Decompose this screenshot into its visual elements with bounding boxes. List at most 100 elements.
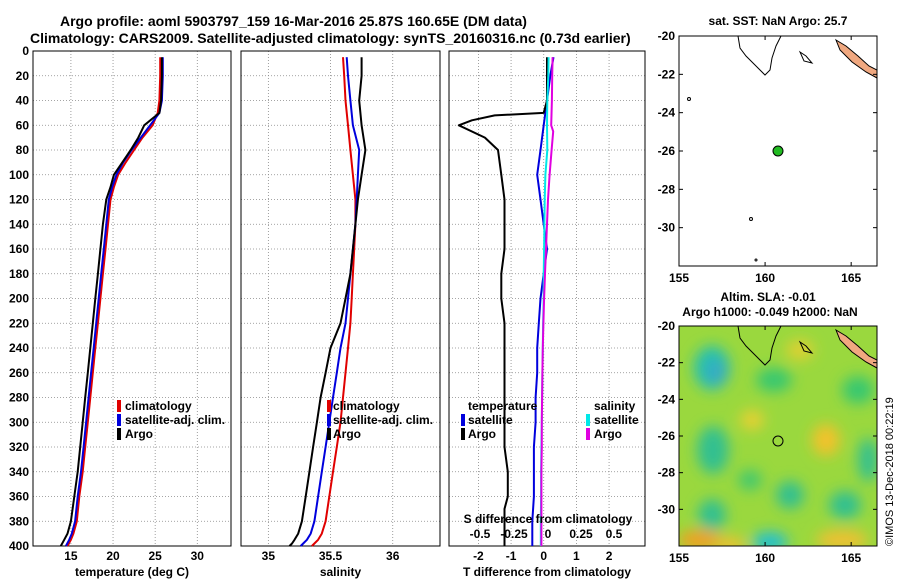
map-x-tick-label: 165 (841, 271, 861, 285)
legend-label-temp-argo: Argo (468, 427, 496, 441)
legend-swatch-temp-argo (461, 428, 465, 440)
difference-legend: temperature salinity satellite Argo sate… (461, 399, 639, 441)
y-tick-label: 60 (16, 118, 30, 132)
argo-float-marker (772, 145, 784, 157)
series-line-temperature-satellite (531, 57, 555, 546)
coastline-island (798, 50, 814, 64)
x-tick-label: 15 (64, 549, 78, 563)
legend-swatch-climatology (327, 400, 331, 412)
map-y-tick-label: -22 (658, 67, 676, 81)
x-tick-label: 35.5 (319, 549, 343, 563)
x-tick-label: 0 (540, 549, 547, 563)
sla-map-axes: 155 160 165 -20 -22 -24 -26 -28 -30 (658, 319, 877, 565)
island-dot (687, 97, 691, 101)
legend-label-climatology: climatology (125, 399, 192, 413)
plot-frame (32, 50, 232, 547)
legend-label-argo: Argo (333, 427, 361, 441)
map-y-tick-label: -26 (658, 144, 676, 158)
x-tick-label: 36 (386, 549, 400, 563)
map-y-tick-label: -30 (658, 221, 676, 235)
x-tick-label: 25 (148, 549, 162, 563)
legend-swatch-climatology (117, 400, 121, 412)
y-tick-label: 300 (9, 415, 29, 429)
series-line-argo (59, 57, 163, 547)
plot-frame (240, 50, 441, 547)
legend-title-salinity: salinity (594, 399, 636, 413)
series-line-satellite-adj-clim- (299, 57, 361, 547)
s-tick: 0.25 (569, 527, 593, 541)
s-difference-ticks: -0.5 -0.25 0 0.25 0.5 (470, 527, 623, 541)
legend-label-sal-argo: Argo (594, 427, 622, 441)
legend-title-temperature: temperature (468, 399, 538, 413)
series-line-argo (288, 57, 367, 547)
series-line-satellite-adj-clim- (65, 57, 164, 547)
legend-label-climatology: climatology (333, 399, 400, 413)
sla-blob (714, 537, 746, 546)
s-tick: 0.5 (606, 527, 623, 541)
sla-blob (829, 491, 861, 519)
y-tick-label: 220 (9, 316, 29, 330)
sla-blob (842, 376, 874, 404)
y-tick-label: 140 (9, 217, 29, 231)
new-caledonia-landmass (834, 328, 877, 369)
map-x-tick-label: 155 (669, 271, 689, 285)
y-tick-label: 180 (9, 267, 29, 281)
sla-blob (786, 340, 814, 360)
difference-panel: -2 -1 0 1 2 T difference from climatology (448, 50, 646, 579)
legend-swatch-sal-argo (586, 428, 590, 440)
sla-blob (738, 470, 762, 490)
y-tick-label: 120 (9, 193, 29, 207)
header-title-line2: Climatology: CARS2009. Satellite-adjuste… (30, 30, 631, 46)
s-tick: 0 (545, 527, 552, 541)
x-tick-label: -2 (473, 549, 484, 563)
sst-map-title: sat. SST: NaN Argo: 25.7 (709, 14, 848, 28)
map-x-tick-label: 160 (755, 271, 775, 285)
sla-anomaly-blobs (679, 340, 877, 546)
legend-swatch-temp-satellite (461, 414, 465, 426)
header-title-line1: Argo profile: aoml 5903797_159 16-Mar-20… (60, 13, 527, 29)
s-difference-label: S difference from climatology (464, 512, 633, 526)
sla-blob (756, 368, 792, 392)
legend-label-satellite: satellite-adj. clim. (125, 413, 225, 427)
map-y-tick-label: -28 (658, 182, 676, 196)
map-y-tick-label: -28 (658, 466, 676, 480)
x-axis-label: salinity (320, 565, 362, 579)
x-tick-label: 2 (606, 549, 613, 563)
imos-watermark: ©IMOS 13-Dec-2018 00:22:19 (884, 397, 896, 546)
y-tick-label: 80 (16, 143, 30, 157)
argo-float-marker (772, 435, 784, 447)
y-tick-label: 160 (9, 242, 29, 256)
sla-blob (740, 410, 764, 430)
sla-map: Altim. SLA: -0.01 Argo h1000: -0.049 h20… (658, 290, 878, 565)
sla-blob (698, 499, 726, 531)
y-tick-label: 380 (9, 514, 29, 528)
x-tick-label: 1 (573, 549, 580, 563)
map-y-tick-label: -24 (658, 392, 676, 406)
sla-blob (679, 530, 722, 546)
salinity-legend: climatology satellite-adj. clim. Argo (327, 399, 433, 441)
map-y-tick-label: -20 (658, 29, 676, 43)
y-tick-label: 280 (9, 391, 29, 405)
sst-map: sat. SST: NaN Argo: 25.7 155 160 165 -20 -22… (658, 14, 878, 285)
y-tick-label: 0 (22, 44, 29, 58)
y-tick-label: 260 (9, 366, 29, 380)
coastline (737, 35, 782, 76)
x-axis-label: temperature (deg C) (75, 565, 189, 579)
legend-swatch-sal-satellite (586, 414, 590, 426)
x-axis-label: T difference from climatology (463, 565, 631, 579)
series-line-climatology (66, 57, 162, 547)
legend-label-argo: Argo (125, 427, 153, 441)
map-y-tick-label: -22 (658, 356, 676, 370)
sst-map-axes: 155 160 165 -20 -22 -24 -26 -28 -30 (658, 29, 877, 285)
sla-blob (752, 532, 788, 546)
y-tick-label: 200 (9, 292, 29, 306)
temperature-panel: 15 20 25 3002040608010012014016018020022024… (9, 44, 232, 579)
series-line-temperature-argo (457, 57, 548, 546)
sla-blob (776, 481, 804, 509)
y-tick-label: 40 (16, 94, 30, 108)
map-y-tick-label: -26 (658, 429, 676, 443)
s-tick: -0.5 (470, 527, 491, 541)
x-tick-label: 30 (191, 549, 205, 563)
island-dot (749, 217, 753, 221)
y-tick-label: 340 (9, 465, 29, 479)
